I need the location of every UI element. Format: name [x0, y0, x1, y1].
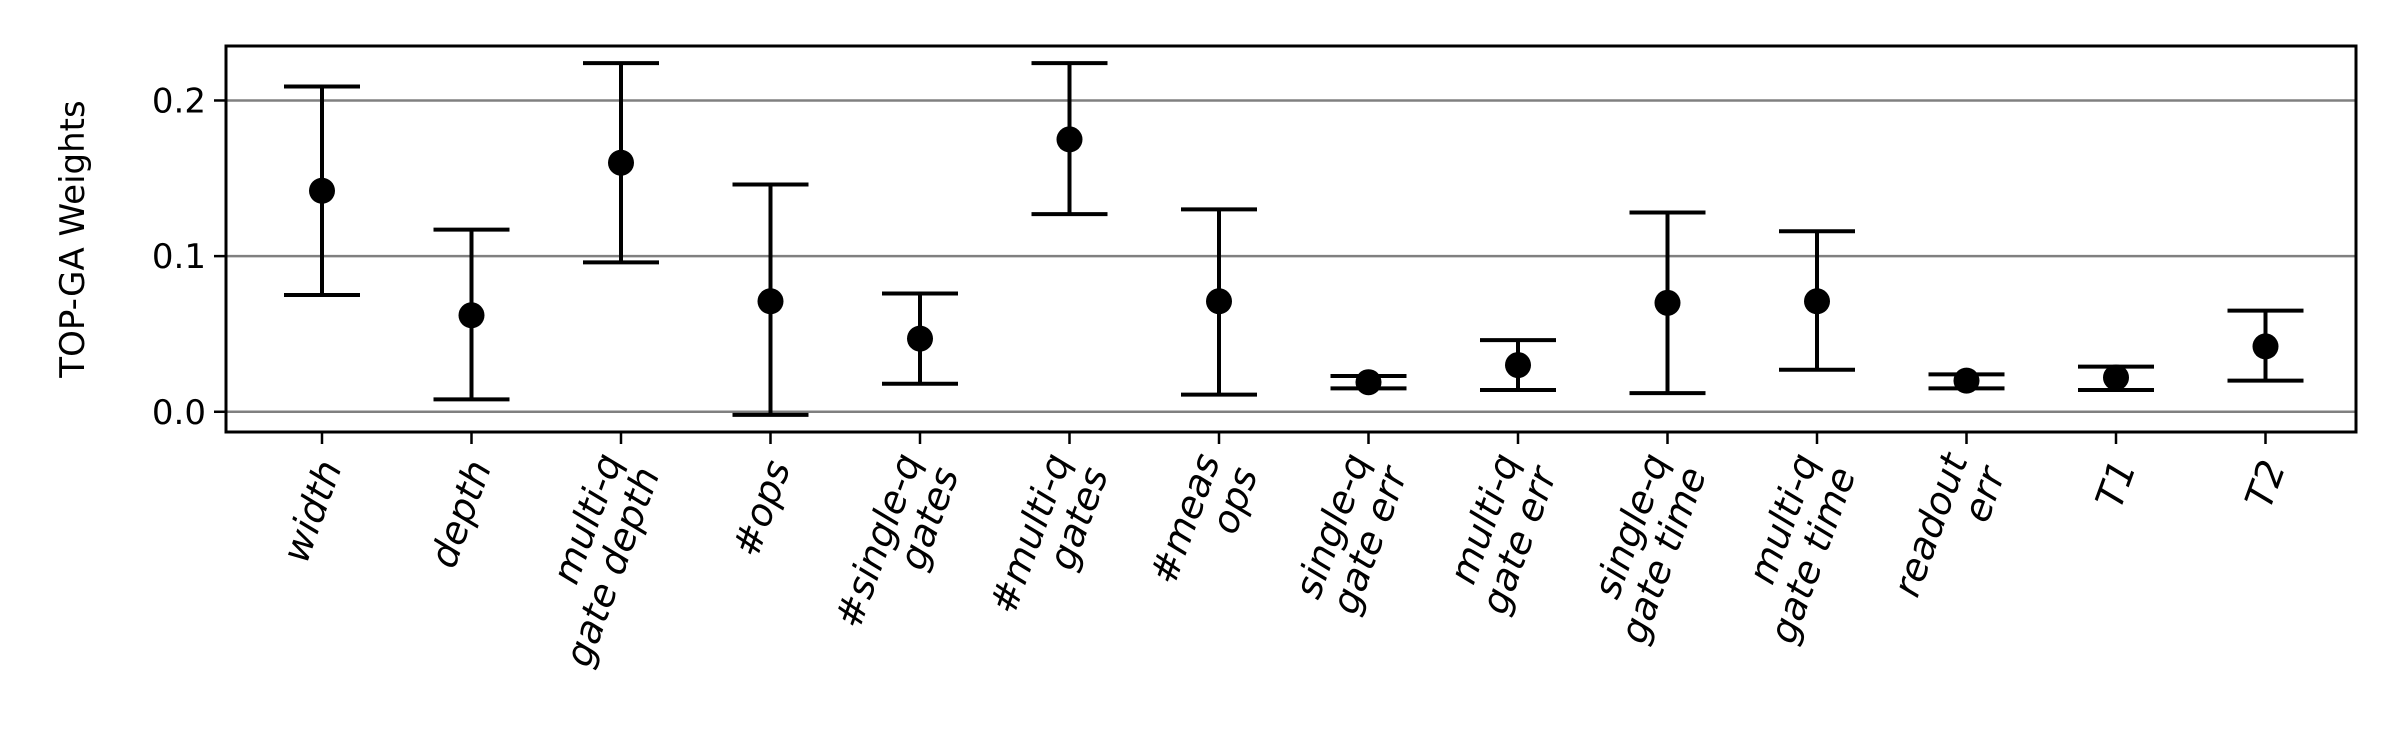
- error-bar: [433, 227, 510, 402]
- error-bar: [1928, 367, 2005, 394]
- error-bar: [583, 61, 659, 265]
- y-axis: 0.0 0.1 0.2: [152, 81, 226, 433]
- x-axis: width depth multi-qgate depth #ops #single-q…: [274, 432, 2295, 673]
- x-tick-label: T2: [2237, 454, 2295, 514]
- x-tick-label: multi-qgate err: [1434, 445, 1566, 619]
- x-tick-label: single-qgate time: [1573, 448, 1715, 649]
- x-tick-label: width: [274, 454, 351, 567]
- x-tick-label: single-qgate err: [1285, 445, 1417, 619]
- x-tick-label: depth: [421, 454, 500, 573]
- mean-point: [2103, 364, 2129, 391]
- y-axis-label: TOP-GA Weights: [53, 100, 93, 378]
- mean-point: [1056, 126, 1083, 153]
- error-bar: [882, 291, 958, 386]
- error-bar: [732, 182, 809, 417]
- y-tick-label: 0.2: [152, 81, 206, 121]
- mean-point: [608, 149, 634, 176]
- y-tick-label: 0.1: [152, 237, 206, 277]
- mean-point: [1804, 288, 1830, 315]
- x-tick-label: #multi-qgates: [981, 448, 1117, 633]
- x-tick-label: T1: [2087, 454, 2145, 514]
- mean-point: [1654, 289, 1681, 316]
- mean-point: [1953, 367, 1980, 394]
- x-tick-label: multi-qgate time: [1723, 448, 1865, 649]
- error-bar: [1031, 61, 1108, 217]
- error-bar: [1629, 210, 1706, 396]
- mean-point: [458, 302, 485, 329]
- error-bar: [284, 84, 360, 298]
- mean-point: [907, 325, 933, 352]
- plot-frame: [224, 44, 2358, 434]
- chart-marks: [284, 61, 2304, 417]
- x-tick-label: readouterr: [1884, 445, 2015, 616]
- x-tick-label: #measops: [1141, 448, 1266, 604]
- x-tick-label: multi-qgate depth: [518, 448, 668, 673]
- mean-point: [1206, 288, 1232, 315]
- mean-point: [1505, 352, 1531, 379]
- error-bar: [2078, 364, 2154, 392]
- mean-point: [309, 177, 335, 204]
- error-bar: [1480, 338, 1556, 392]
- x-tick-label: #ops: [724, 454, 799, 562]
- mean-point: [2252, 333, 2279, 360]
- error-bar: [1330, 369, 1407, 396]
- error-bar: [1779, 229, 1855, 372]
- grid-lines: [226, 99, 2356, 414]
- y-tick-label: 0.0: [152, 393, 206, 433]
- error-bar: [2227, 308, 2304, 383]
- mean-point: [1355, 369, 1382, 396]
- x-tick-label: #single-qgates: [826, 448, 967, 648]
- mean-point: [757, 288, 784, 315]
- error-bar: [1181, 207, 1257, 397]
